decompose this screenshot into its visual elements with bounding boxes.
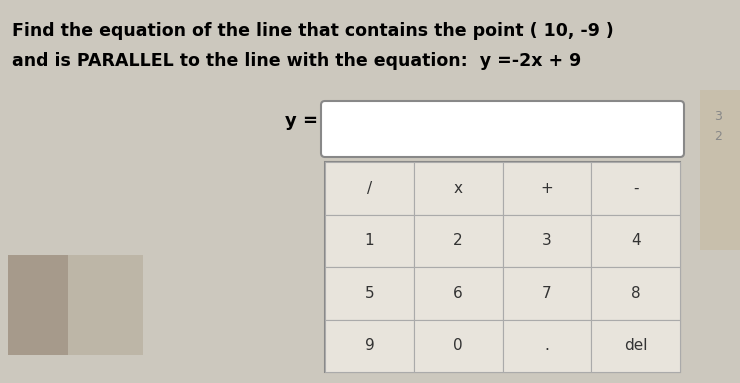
- Bar: [414, 214, 502, 267]
- Bar: [325, 162, 680, 372]
- Bar: [325, 319, 414, 372]
- Text: 3: 3: [714, 110, 722, 123]
- Bar: [414, 267, 502, 319]
- Text: and is PARALLEL to the line with the equation:  y =-2x + 9: and is PARALLEL to the line with the equ…: [12, 52, 581, 70]
- Bar: [591, 319, 680, 372]
- Text: 1: 1: [365, 233, 374, 248]
- Text: 2: 2: [714, 130, 722, 143]
- Text: y =: y =: [285, 112, 318, 130]
- Bar: [414, 162, 502, 214]
- Bar: [414, 319, 502, 372]
- Text: 9: 9: [365, 338, 374, 353]
- Bar: [8, 255, 143, 355]
- Text: 3: 3: [542, 233, 552, 248]
- Text: 2: 2: [454, 233, 463, 248]
- Bar: [502, 214, 591, 267]
- Text: x: x: [454, 181, 462, 196]
- Text: 0: 0: [454, 338, 463, 353]
- Bar: [502, 267, 591, 319]
- Text: 4: 4: [630, 233, 640, 248]
- Text: 8: 8: [630, 286, 640, 301]
- Text: 6: 6: [453, 286, 463, 301]
- Bar: [591, 267, 680, 319]
- FancyBboxPatch shape: [321, 101, 684, 157]
- Text: Find the equation of the line that contains the point ( 10, -9 ): Find the equation of the line that conta…: [12, 22, 613, 40]
- Bar: [325, 162, 414, 214]
- Bar: [325, 267, 414, 319]
- Bar: [591, 214, 680, 267]
- Text: +: +: [540, 181, 554, 196]
- Bar: [700, 90, 740, 250]
- Text: /: /: [367, 181, 372, 196]
- Bar: [8, 255, 68, 355]
- Text: .: .: [545, 338, 549, 353]
- Text: del: del: [624, 338, 648, 353]
- Text: -: -: [633, 181, 639, 196]
- Text: 7: 7: [542, 286, 552, 301]
- Bar: [502, 319, 591, 372]
- Bar: [591, 162, 680, 214]
- Text: 5: 5: [365, 286, 374, 301]
- Bar: [502, 162, 591, 214]
- Bar: [325, 214, 414, 267]
